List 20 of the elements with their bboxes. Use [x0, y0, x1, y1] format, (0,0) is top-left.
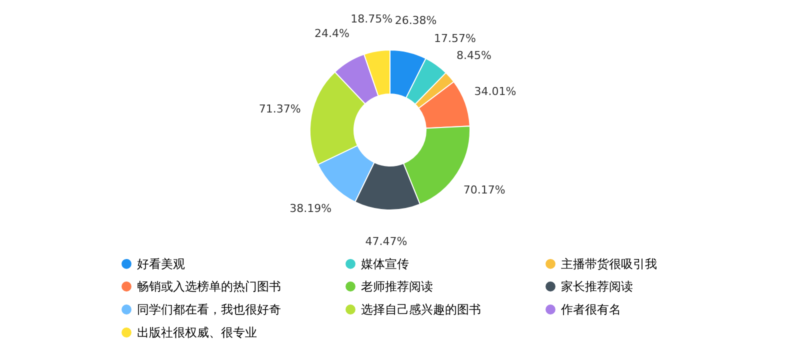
legend-label: 出版社很权威、很专业	[137, 326, 257, 340]
data-label: 18.75%	[350, 12, 393, 26]
legend-label: 同学们都在看，我也很好奇	[137, 302, 281, 316]
data-label: 26.38%	[394, 14, 437, 28]
data-label: 71.37%	[258, 102, 301, 116]
legend-label: 老师推荐阅读	[361, 280, 433, 294]
data-label: 24.4%	[314, 27, 350, 40]
legend-label: 家长推荐阅读	[561, 280, 633, 294]
legend-label: 好看美观	[137, 256, 185, 271]
legend-label: 主播带货很吸引我	[561, 256, 657, 271]
legend-label: 作者很有名	[560, 302, 621, 316]
data-label: 38.19%	[290, 202, 332, 215]
legend-label: 媒体宣传	[361, 256, 409, 271]
legend-label: 畅销或入选榜单的热门图书	[137, 280, 281, 294]
data-label: 34.01%	[474, 84, 516, 98]
data-label: 17.57%	[434, 32, 476, 45]
data-label: 70.17%	[463, 183, 506, 196]
data-label: 47.47%	[365, 234, 408, 248]
legend-label: 选择自己感兴趣的图书	[361, 302, 481, 316]
data-label: 8.45%	[456, 48, 492, 62]
